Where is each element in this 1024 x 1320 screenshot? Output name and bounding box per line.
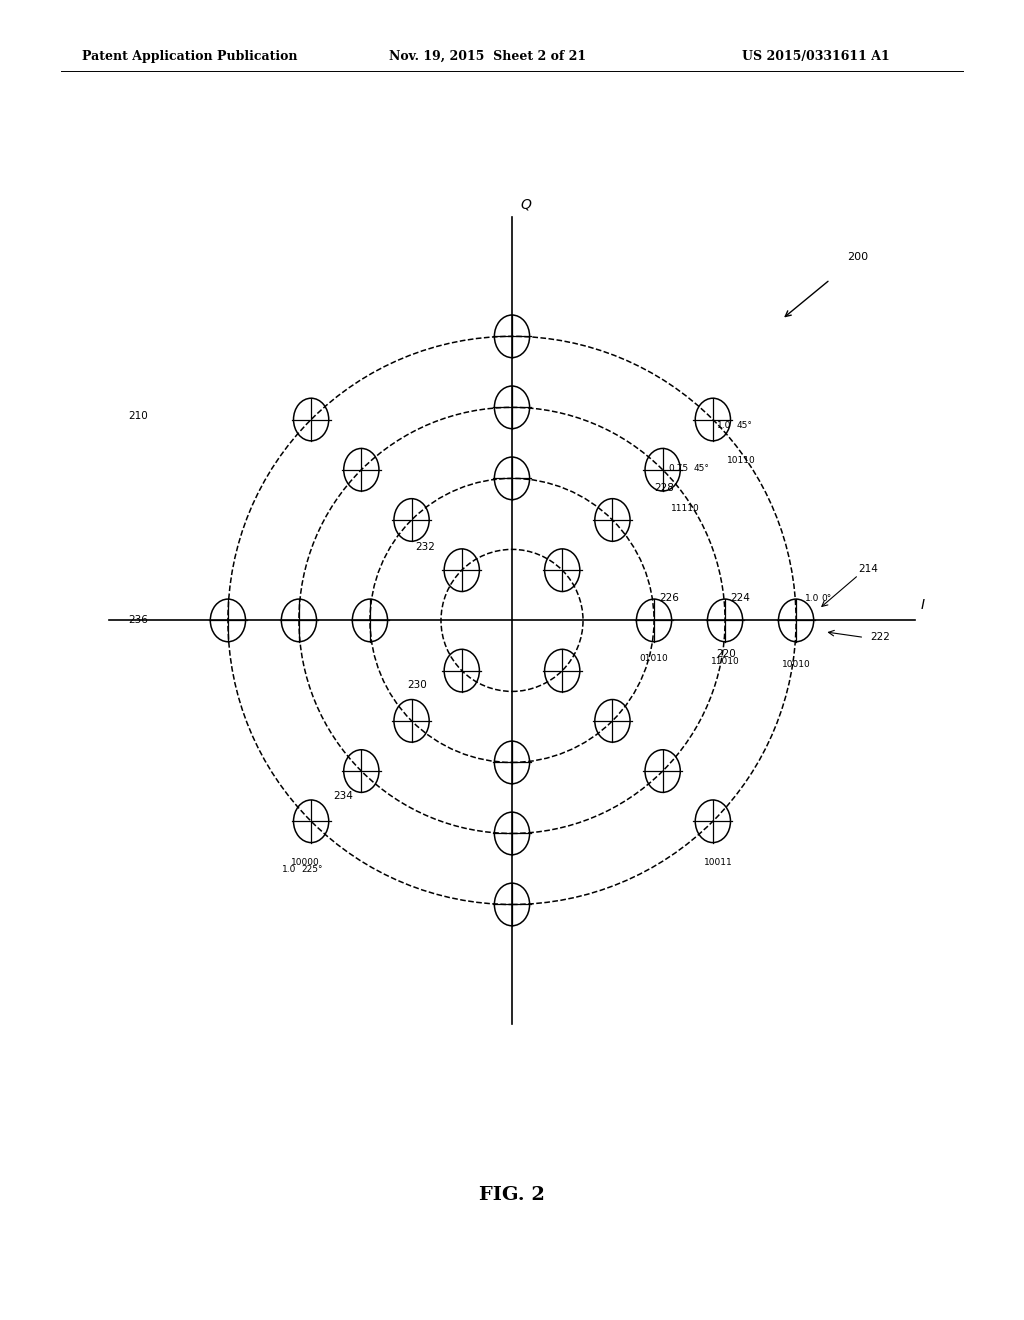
Text: 234: 234 xyxy=(333,791,353,801)
Text: 228: 228 xyxy=(654,483,674,492)
Text: 226: 226 xyxy=(659,593,680,603)
Text: 10011: 10011 xyxy=(705,858,733,867)
Text: I: I xyxy=(921,598,926,612)
Text: 210: 210 xyxy=(129,411,148,421)
Text: 0°: 0° xyxy=(821,594,831,603)
Text: FIG. 2: FIG. 2 xyxy=(479,1185,545,1204)
Text: 45°: 45° xyxy=(694,463,710,473)
Text: 222: 222 xyxy=(870,632,890,643)
Text: 225°: 225° xyxy=(302,865,324,874)
Text: 224: 224 xyxy=(731,593,751,603)
Text: 10000: 10000 xyxy=(291,858,319,867)
Text: 220: 220 xyxy=(717,649,736,659)
Text: 200: 200 xyxy=(847,252,868,261)
Text: 236: 236 xyxy=(128,615,148,626)
Text: 230: 230 xyxy=(407,680,427,690)
Text: Q: Q xyxy=(520,197,531,211)
Text: 01010: 01010 xyxy=(640,655,669,664)
Text: Patent Application Publication: Patent Application Publication xyxy=(82,50,297,63)
Text: US 2015/0331611 A1: US 2015/0331611 A1 xyxy=(742,50,890,63)
Text: 1.0: 1.0 xyxy=(805,594,819,603)
Text: 1.0: 1.0 xyxy=(282,865,296,874)
Text: 11110: 11110 xyxy=(671,504,700,513)
Text: 10010: 10010 xyxy=(781,660,810,669)
Text: 45°: 45° xyxy=(736,421,753,430)
Text: Nov. 19, 2015  Sheet 2 of 21: Nov. 19, 2015 Sheet 2 of 21 xyxy=(389,50,587,63)
Text: 11010: 11010 xyxy=(711,657,739,667)
Text: 1.0: 1.0 xyxy=(717,421,731,430)
Text: 0.75: 0.75 xyxy=(669,463,688,473)
Text: 214: 214 xyxy=(858,564,879,574)
Text: 232: 232 xyxy=(416,543,435,552)
Text: 10110: 10110 xyxy=(727,457,756,466)
